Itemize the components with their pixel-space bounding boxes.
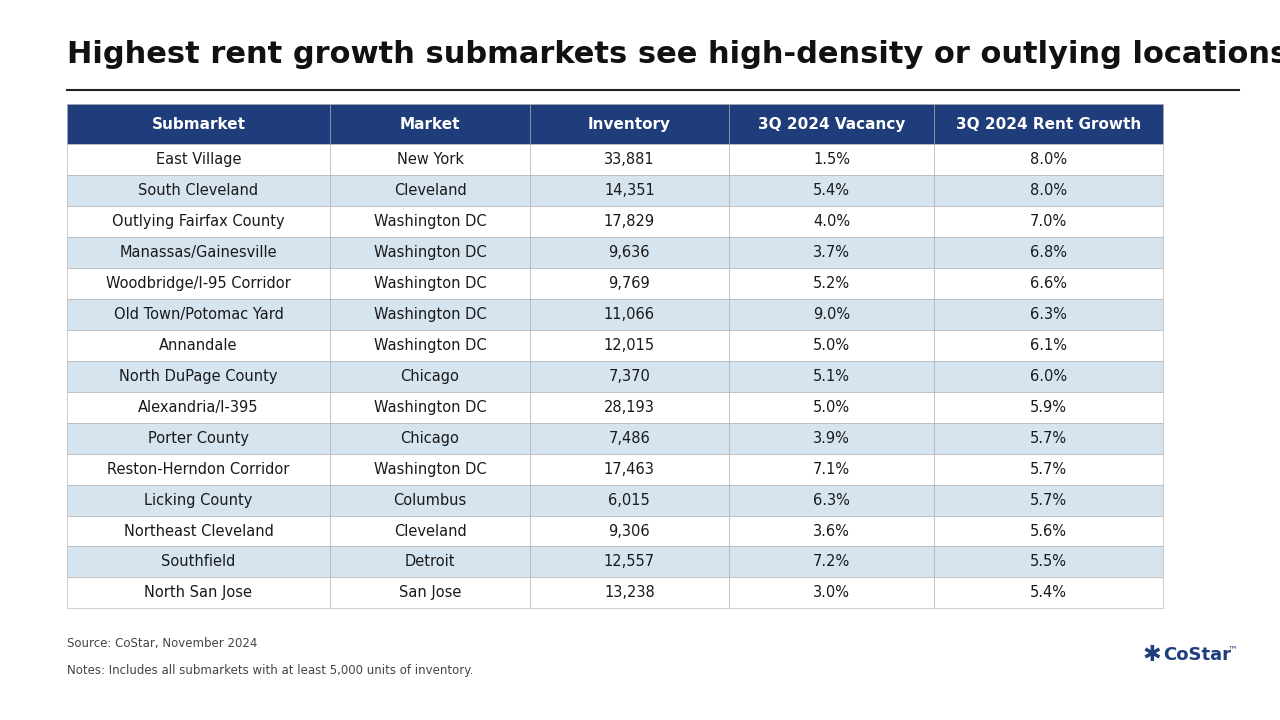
Text: 5.6%: 5.6% — [1030, 523, 1068, 539]
Text: Washington DC: Washington DC — [374, 214, 486, 229]
Text: Woodbridge/I-95 Corridor: Woodbridge/I-95 Corridor — [106, 276, 291, 291]
Text: 6,015: 6,015 — [608, 492, 650, 508]
Text: 6.1%: 6.1% — [1030, 338, 1068, 353]
Text: 7.2%: 7.2% — [813, 554, 850, 570]
Text: 28,193: 28,193 — [604, 400, 655, 415]
Text: 6.6%: 6.6% — [1030, 276, 1068, 291]
Text: CoStar: CoStar — [1162, 647, 1231, 664]
Text: Detroit: Detroit — [404, 554, 456, 570]
Text: 9,306: 9,306 — [608, 523, 650, 539]
Text: Southfield: Southfield — [161, 554, 236, 570]
Text: 17,463: 17,463 — [604, 462, 655, 477]
Text: Chicago: Chicago — [401, 369, 460, 384]
Text: 3.6%: 3.6% — [813, 523, 850, 539]
Text: 6.0%: 6.0% — [1030, 369, 1068, 384]
Text: 3Q 2024 Rent Growth: 3Q 2024 Rent Growth — [956, 117, 1142, 132]
Text: Manassas/Gainesville: Manassas/Gainesville — [119, 245, 278, 260]
Text: 5.4%: 5.4% — [1030, 585, 1068, 600]
Text: 33,881: 33,881 — [604, 152, 654, 167]
Text: 3.0%: 3.0% — [813, 585, 850, 600]
Text: Washington DC: Washington DC — [374, 276, 486, 291]
Text: 5.0%: 5.0% — [813, 338, 850, 353]
Text: 5.9%: 5.9% — [1030, 400, 1068, 415]
Text: 7,370: 7,370 — [608, 369, 650, 384]
Text: 5.0%: 5.0% — [813, 400, 850, 415]
Text: Northeast Cleveland: Northeast Cleveland — [124, 523, 274, 539]
Text: 12,557: 12,557 — [604, 554, 655, 570]
Text: 7,486: 7,486 — [608, 431, 650, 446]
Text: 5.4%: 5.4% — [813, 183, 850, 198]
Text: 14,351: 14,351 — [604, 183, 655, 198]
Text: Notes: Includes all submarkets with at least 5,000 units of inventory.: Notes: Includes all submarkets with at l… — [67, 664, 472, 677]
Text: Reston-Herndon Corridor: Reston-Herndon Corridor — [108, 462, 289, 477]
Text: Outlying Fairfax County: Outlying Fairfax County — [113, 214, 284, 229]
Text: San Jose: San Jose — [399, 585, 461, 600]
Text: East Village: East Village — [156, 152, 241, 167]
Text: 9,769: 9,769 — [608, 276, 650, 291]
Text: Washington DC: Washington DC — [374, 245, 486, 260]
Text: Alexandria/I-395: Alexandria/I-395 — [138, 400, 259, 415]
Text: Washington DC: Washington DC — [374, 462, 486, 477]
Text: 17,829: 17,829 — [604, 214, 655, 229]
Text: 6.8%: 6.8% — [1030, 245, 1068, 260]
Text: 11,066: 11,066 — [604, 307, 655, 322]
Text: 3.9%: 3.9% — [813, 431, 850, 446]
Text: New York: New York — [397, 152, 463, 167]
Text: Chicago: Chicago — [401, 431, 460, 446]
Text: Highest rent growth submarkets see high-density or outlying locations: Highest rent growth submarkets see high-… — [67, 40, 1280, 68]
Text: Market: Market — [399, 117, 461, 132]
Text: ✱: ✱ — [1143, 645, 1161, 665]
Text: 3Q 2024 Vacancy: 3Q 2024 Vacancy — [758, 117, 905, 132]
Text: 4.0%: 4.0% — [813, 214, 850, 229]
Text: 5.7%: 5.7% — [1030, 431, 1068, 446]
Text: South Cleveland: South Cleveland — [138, 183, 259, 198]
Text: ™: ™ — [1228, 644, 1238, 654]
Text: Cleveland: Cleveland — [394, 183, 466, 198]
Text: Submarket: Submarket — [151, 117, 246, 132]
Text: Washington DC: Washington DC — [374, 400, 486, 415]
Text: 5.2%: 5.2% — [813, 276, 850, 291]
Text: 5.5%: 5.5% — [1030, 554, 1068, 570]
Text: 13,238: 13,238 — [604, 585, 655, 600]
Text: Annandale: Annandale — [159, 338, 238, 353]
Text: North DuPage County: North DuPage County — [119, 369, 278, 384]
Text: Washington DC: Washington DC — [374, 307, 486, 322]
Text: Porter County: Porter County — [148, 431, 250, 446]
Text: 9.0%: 9.0% — [813, 307, 850, 322]
Text: Columbus: Columbus — [393, 492, 467, 508]
Text: 8.0%: 8.0% — [1030, 152, 1068, 167]
Text: 8.0%: 8.0% — [1030, 183, 1068, 198]
Text: Old Town/Potomac Yard: Old Town/Potomac Yard — [114, 307, 283, 322]
Text: 12,015: 12,015 — [604, 338, 655, 353]
Text: Inventory: Inventory — [588, 117, 671, 132]
Text: 6.3%: 6.3% — [1030, 307, 1068, 322]
Text: Washington DC: Washington DC — [374, 338, 486, 353]
Text: Cleveland: Cleveland — [394, 523, 466, 539]
Text: 5.7%: 5.7% — [1030, 462, 1068, 477]
Text: North San Jose: North San Jose — [145, 585, 252, 600]
Text: Licking County: Licking County — [145, 492, 252, 508]
Text: 3.7%: 3.7% — [813, 245, 850, 260]
Text: 7.0%: 7.0% — [1030, 214, 1068, 229]
Text: 1.5%: 1.5% — [813, 152, 850, 167]
Text: 5.1%: 5.1% — [813, 369, 850, 384]
Text: 6.3%: 6.3% — [813, 492, 850, 508]
Text: Source: CoStar, November 2024: Source: CoStar, November 2024 — [67, 637, 257, 650]
Text: 5.7%: 5.7% — [1030, 492, 1068, 508]
Text: 7.1%: 7.1% — [813, 462, 850, 477]
Text: 9,636: 9,636 — [608, 245, 650, 260]
